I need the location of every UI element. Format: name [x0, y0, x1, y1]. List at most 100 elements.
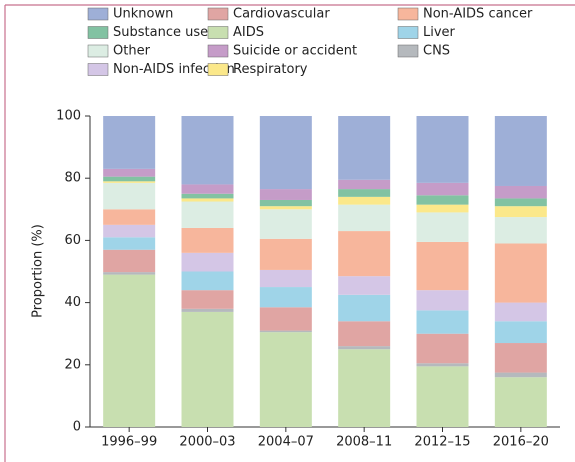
legend-label: Non-AIDS cancer [423, 7, 533, 22]
bar-segment [494, 116, 547, 186]
bar-segment [103, 209, 156, 225]
bar-segment [494, 302, 547, 322]
bar-segment [416, 310, 469, 334]
bar-segment [259, 206, 312, 210]
bar-segment [494, 377, 547, 427]
bar-segment [259, 287, 312, 308]
bar-segment [181, 271, 234, 291]
bar-segment [259, 199, 312, 207]
x-tick-label: 2004–07 [258, 435, 314, 450]
bar-segment [494, 185, 547, 199]
legend-label: Substance use [113, 25, 208, 40]
legend-label: Other [113, 44, 151, 59]
legend-label: CNS [423, 44, 450, 59]
bar-segment [259, 330, 312, 333]
bar-segment [103, 182, 156, 210]
bar-segment [259, 116, 312, 190]
bar-segment [416, 363, 469, 367]
bar-segment [103, 224, 156, 238]
bar-segment [494, 243, 547, 303]
legend-label: Cardiovascular [233, 7, 330, 22]
bar-segment [259, 209, 312, 239]
bar-segment [338, 231, 391, 277]
legend-label: Non-AIDS infection [113, 62, 235, 77]
legend-swatch [207, 26, 229, 39]
bar-segment [259, 238, 312, 270]
legend-swatch [87, 44, 109, 58]
bar-segment [181, 227, 234, 253]
legend-swatch [397, 44, 419, 58]
bar-segment [181, 193, 234, 199]
bar-segment [338, 179, 391, 190]
y-axis-label: Proportion (%) [31, 224, 46, 318]
legend-swatch [207, 7, 229, 21]
bar-segment [338, 294, 391, 322]
legend-label: Liver [423, 25, 456, 40]
legend-label: Respiratory [233, 62, 308, 77]
bar-segment [103, 181, 156, 183]
legend-swatch [87, 7, 109, 21]
bar-segment [103, 274, 156, 427]
x-tick-label: 1996–99 [101, 435, 157, 450]
x-tick-label: 2012–15 [414, 435, 470, 450]
bar-segment [338, 189, 391, 197]
bar-segment [338, 321, 391, 347]
bar-segment [181, 311, 234, 427]
y-tick-label: 0 [73, 420, 81, 435]
bar-segment [259, 307, 312, 331]
bar-segment [338, 204, 391, 232]
bar-segment [416, 204, 469, 213]
bar-segment [416, 182, 469, 196]
bar-segment [103, 249, 156, 273]
bar-segment [181, 198, 234, 202]
bar-segment [416, 116, 469, 183]
bar-segment [494, 343, 547, 373]
bar-segment [103, 168, 156, 177]
bar-segment [416, 241, 469, 291]
x-tick-label: 2008–11 [336, 435, 392, 450]
bar-segment [416, 290, 469, 311]
bar-segment [103, 237, 156, 250]
legend-label: Unknown [113, 7, 173, 22]
bar-segment [494, 198, 547, 207]
bar-segment [338, 349, 391, 427]
bar-segment [338, 276, 391, 295]
bar-segment [494, 217, 547, 244]
bar-segment [259, 269, 312, 288]
legend-swatch [397, 26, 419, 39]
x-tick-label: 2000–03 [179, 435, 235, 450]
bar-segment [494, 372, 547, 378]
bar-segment [103, 116, 156, 169]
legend-swatch [87, 63, 109, 76]
bar-segment [181, 116, 234, 185]
bar-segment [338, 116, 391, 180]
bar-segment [181, 252, 234, 272]
bar-segment [103, 272, 156, 275]
y-tick-label: 20 [64, 357, 81, 372]
x-tick-label: 2016–20 [493, 435, 549, 450]
bar-segment [181, 184, 234, 194]
y-tick-label: 100 [56, 109, 81, 124]
legend-swatch [87, 26, 109, 39]
legend-swatch [207, 63, 229, 76]
bar-segment [181, 201, 234, 228]
legend-swatch [207, 44, 229, 58]
bar-segment [338, 346, 391, 350]
bar-segment [416, 212, 469, 242]
y-tick-label: 80 [64, 171, 81, 186]
bar-segment [416, 366, 469, 427]
bar-segment [259, 189, 312, 200]
bar-segment [259, 332, 312, 427]
y-tick-label: 60 [64, 233, 81, 248]
legend-label: Suicide or accident [233, 44, 357, 59]
bar-segment [181, 290, 234, 309]
bar-segment [494, 206, 547, 218]
bar-segment [494, 321, 547, 344]
bar-segment [416, 333, 469, 364]
y-tick-label: 40 [64, 295, 81, 310]
bar-segment [416, 195, 469, 205]
legend-swatch [397, 7, 419, 21]
bar-segment [338, 196, 391, 205]
bar-segment [103, 176, 156, 182]
